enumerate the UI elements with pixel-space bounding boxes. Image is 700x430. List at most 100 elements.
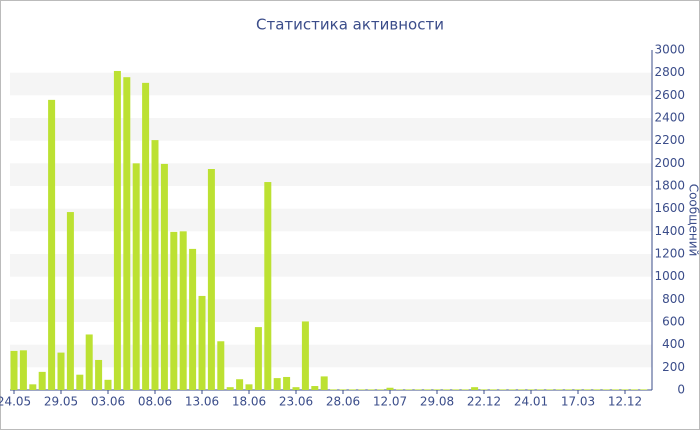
- bar: [630, 389, 638, 390]
- x-tick-label: 08.06: [138, 395, 172, 409]
- bar: [160, 163, 168, 390]
- x-tick-label: 12.12: [608, 395, 642, 409]
- bar: [339, 389, 347, 390]
- bar: [518, 389, 526, 390]
- grid-band: [10, 118, 652, 141]
- y-tick-label: 1800: [654, 179, 685, 193]
- bar: [311, 386, 319, 390]
- bar: [424, 389, 432, 390]
- x-tick-label: 17.03: [561, 395, 595, 409]
- bar: [179, 231, 187, 390]
- y-tick-label: 1200: [654, 247, 685, 261]
- y-tick-label: 200: [662, 360, 685, 374]
- x-tick-label: 03.06: [91, 395, 125, 409]
- bar: [602, 389, 610, 390]
- bar: [273, 378, 281, 390]
- bar: [330, 389, 338, 390]
- y-tick-label: 0: [677, 383, 685, 397]
- bar: [19, 350, 27, 390]
- y-axis-label: Сообщений: [687, 184, 700, 257]
- bar: [113, 70, 121, 390]
- y-tick-label: 2000: [654, 156, 685, 170]
- bar: [527, 389, 535, 390]
- bar: [452, 389, 460, 390]
- bar: [480, 389, 488, 390]
- bar: [612, 389, 620, 390]
- y-tick-label: 2800: [654, 65, 685, 79]
- y-tick-label: 600: [662, 315, 685, 329]
- bar: [123, 77, 131, 390]
- bar: [207, 169, 215, 390]
- bar: [565, 389, 573, 390]
- bar: [283, 376, 291, 390]
- bar: [254, 327, 262, 390]
- bar: [489, 389, 497, 390]
- bar: [151, 140, 159, 390]
- y-tick-label: 800: [662, 292, 685, 306]
- y-tick-label: 1400: [654, 224, 685, 238]
- x-tick-label: 22.12: [467, 395, 501, 409]
- x-tick-label: 12.07: [373, 395, 407, 409]
- bar: [245, 384, 253, 390]
- bar: [508, 389, 516, 390]
- bar: [95, 359, 103, 390]
- y-tick-label: 2200: [654, 133, 685, 147]
- bar: [320, 376, 328, 390]
- bar: [461, 389, 469, 390]
- bar: [405, 389, 413, 390]
- bar: [104, 379, 112, 390]
- bar: [395, 389, 403, 390]
- x-tick-label: 28.06: [326, 395, 360, 409]
- y-tick-label: 2400: [654, 111, 685, 125]
- bar: [499, 389, 507, 390]
- bar: [574, 389, 582, 390]
- bar: [226, 387, 234, 390]
- x-tick-label: 13.06: [185, 395, 219, 409]
- bar: [433, 389, 441, 390]
- bar: [367, 389, 375, 390]
- bar: [48, 99, 56, 390]
- x-tick-label: 18.06: [232, 395, 266, 409]
- bar: [57, 352, 65, 390]
- bar: [442, 389, 450, 390]
- bar: [583, 389, 591, 390]
- y-tick-label: 2600: [654, 88, 685, 102]
- bar: [471, 387, 479, 390]
- bar: [38, 371, 46, 390]
- bar: [170, 231, 178, 390]
- grid-band: [10, 344, 652, 368]
- y-tick-label: 1600: [654, 201, 685, 215]
- bar: [301, 321, 309, 390]
- bar: [10, 350, 18, 390]
- x-tick-label: 29.05: [44, 395, 78, 409]
- bar: [264, 182, 272, 390]
- bar: [76, 374, 84, 390]
- grid-band: [10, 254, 652, 277]
- bar: [292, 387, 300, 390]
- y-tick-label: 1000: [654, 269, 685, 283]
- bar: [358, 389, 366, 390]
- grid-band: [10, 72, 652, 96]
- bar: [236, 379, 244, 390]
- bar: [198, 295, 206, 390]
- x-tick-label: 24.05: [0, 395, 31, 409]
- bar: [142, 82, 150, 390]
- grid-band: [10, 299, 652, 322]
- chart-title: Статистика активности: [256, 16, 444, 34]
- bar: [414, 389, 422, 390]
- bar: [132, 163, 140, 390]
- bar: [536, 389, 544, 390]
- bar: [189, 248, 197, 390]
- bar: [555, 389, 563, 390]
- bar: [29, 384, 37, 390]
- bar: [386, 387, 394, 390]
- y-tick-label: 3000: [654, 43, 685, 57]
- bar: [546, 389, 554, 390]
- x-tick-label: 23.06: [279, 395, 313, 409]
- bar: [640, 389, 648, 390]
- y-tick-label: 400: [662, 337, 685, 351]
- x-tick-label: 29.08: [420, 395, 454, 409]
- grid-band: [10, 163, 652, 186]
- bar: [66, 212, 74, 390]
